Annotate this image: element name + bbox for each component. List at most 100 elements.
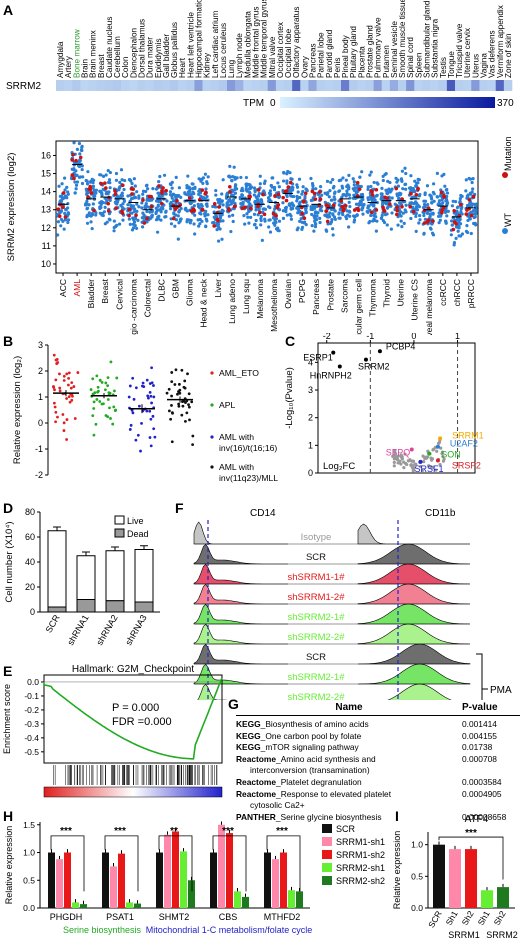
wt-point xyxy=(204,202,209,206)
wt-point xyxy=(204,209,208,213)
group-point xyxy=(112,405,116,409)
gene-point xyxy=(420,468,424,473)
wt-point xyxy=(287,203,291,207)
wt-point xyxy=(77,141,82,146)
live-bar xyxy=(105,550,125,602)
wt-point xyxy=(90,226,94,231)
wt-point xyxy=(214,193,218,197)
group-point xyxy=(55,362,59,365)
tissue-label: Submandibular gland xyxy=(423,0,432,78)
wt-point xyxy=(347,185,351,189)
wt-point xyxy=(329,207,334,211)
wt-point xyxy=(216,239,221,243)
wt-point xyxy=(352,220,356,224)
significance-stars: *** xyxy=(465,828,477,839)
wt-point xyxy=(471,187,475,191)
wt-point xyxy=(443,184,447,188)
row-label: shSRRM1-2# xyxy=(287,592,345,603)
wt-point xyxy=(341,176,345,180)
wt-point xyxy=(177,208,182,213)
wt-point xyxy=(168,207,173,211)
mutation-point xyxy=(147,194,152,199)
wt-point xyxy=(399,219,403,223)
wt-point xyxy=(374,229,378,233)
wt-point xyxy=(403,182,408,186)
wt-point xyxy=(332,191,337,195)
heatmap-cell xyxy=(414,80,423,91)
wt-point xyxy=(60,194,64,198)
wt-point xyxy=(201,181,205,186)
labeled-gene-point xyxy=(438,436,443,441)
tissue-label: Amygdala xyxy=(56,41,65,78)
group-point xyxy=(70,381,74,385)
wt-point xyxy=(89,220,93,224)
group-point xyxy=(109,417,112,420)
wt-point xyxy=(151,187,155,191)
y-axis-label: Relative expression (log₂) xyxy=(12,356,23,464)
wt-point xyxy=(117,222,122,226)
mutation-point xyxy=(299,205,304,210)
wt-point xyxy=(390,196,394,200)
gene-point xyxy=(394,454,398,458)
expression-bar xyxy=(102,852,109,908)
gene-label: SRSF2 xyxy=(452,461,481,471)
gene-point xyxy=(441,459,446,463)
legend-mutation-dot xyxy=(502,172,508,178)
expression-bar xyxy=(210,852,217,908)
group-point xyxy=(149,444,153,448)
mutation-point xyxy=(204,190,208,195)
mutation-point xyxy=(467,197,472,202)
database-label: Reactome xyxy=(236,753,277,764)
wt-point xyxy=(368,173,372,177)
wt-point xyxy=(144,202,148,206)
wt-point xyxy=(130,181,134,186)
wt-point xyxy=(347,200,351,204)
wt-point xyxy=(80,145,84,150)
wt-point xyxy=(123,178,127,183)
pathway-pvalue xyxy=(476,765,520,777)
group-point xyxy=(92,433,96,437)
row-label: shSRRM2-1# xyxy=(287,672,345,683)
group-point xyxy=(76,371,80,374)
labeled-gene-point xyxy=(363,357,368,362)
tissue-label: Left cardiac atrium xyxy=(211,10,220,78)
wt-point xyxy=(212,220,216,225)
dead-bar xyxy=(105,600,125,613)
wt-point xyxy=(417,221,421,225)
wt-point xyxy=(197,177,201,181)
wt-point xyxy=(99,202,103,207)
group-point xyxy=(188,418,191,422)
wt-point xyxy=(381,178,385,183)
mutation-point xyxy=(200,207,205,212)
wt-point xyxy=(425,184,430,188)
expression-bar xyxy=(234,891,241,908)
wt-point xyxy=(198,222,202,226)
heatmap-cell xyxy=(259,80,269,91)
wt-point xyxy=(73,191,77,195)
group-point xyxy=(53,388,56,392)
wt-point xyxy=(225,192,229,196)
mutation-point xyxy=(283,189,288,194)
wt-point xyxy=(414,184,418,188)
group-point xyxy=(113,389,116,393)
mutation-point xyxy=(383,195,387,200)
wt-point xyxy=(225,201,229,206)
heatmap-cell xyxy=(300,80,309,91)
wt-point xyxy=(258,182,262,186)
wt-point xyxy=(314,222,318,226)
mutation-point xyxy=(120,183,125,188)
tissue-label: Tongue xyxy=(447,51,456,78)
wt-point xyxy=(198,211,202,215)
gsea-fdr: FDR =0.000 xyxy=(112,716,172,728)
tissue-label: Spleen xyxy=(414,52,423,78)
group-point xyxy=(149,394,153,398)
wt-point xyxy=(423,217,428,221)
wt-point xyxy=(325,179,330,183)
mutation-point xyxy=(369,210,374,215)
wt-point xyxy=(332,184,336,189)
wt-point xyxy=(66,206,70,210)
group-point xyxy=(108,406,111,410)
tissue-label: Gall bladder xyxy=(162,34,171,78)
wt-point xyxy=(193,232,197,236)
wt-point xyxy=(102,210,106,214)
